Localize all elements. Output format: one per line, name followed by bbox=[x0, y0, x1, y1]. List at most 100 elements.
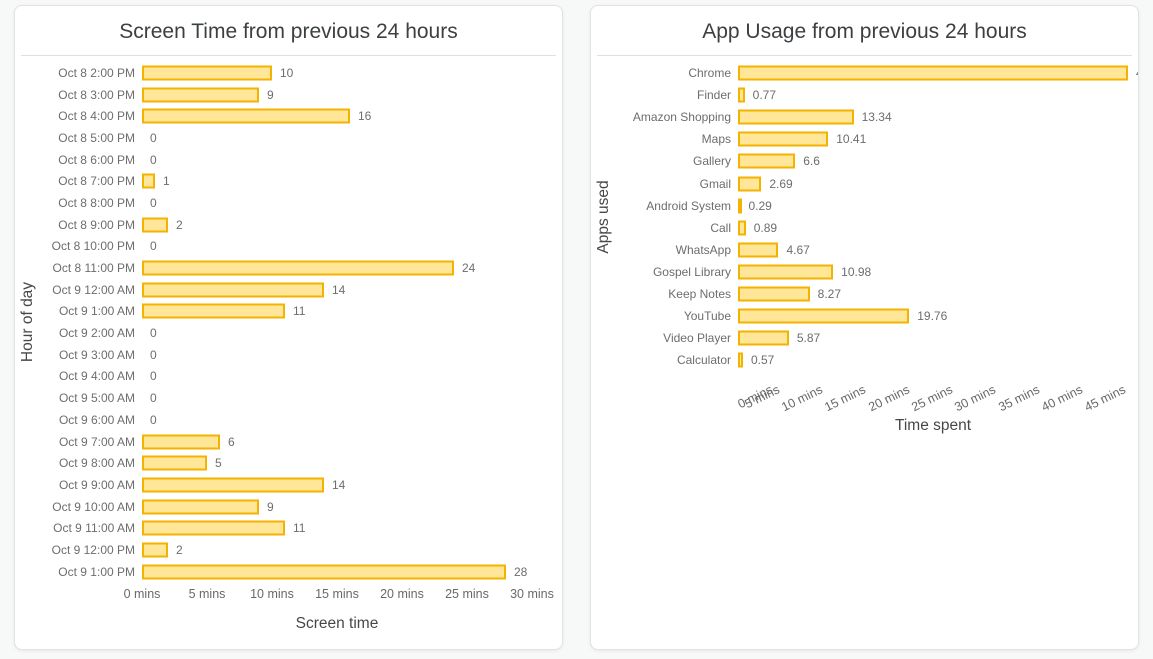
chart-row: YouTube 19.76 bbox=[619, 305, 1138, 327]
bar[interactable] bbox=[142, 282, 324, 298]
value-label: 1 bbox=[163, 174, 170, 189]
y-axis-title: Apps used bbox=[595, 180, 612, 254]
screen-time-chart: Oct 8 2:00 PM 10 Oct 8 3:00 PM 9 Oct 8 4:00 … bbox=[15, 62, 562, 633]
bar[interactable] bbox=[738, 286, 810, 302]
value-label: 5 bbox=[215, 456, 222, 471]
category-label: Amazon Shopping bbox=[632, 110, 731, 125]
bar[interactable] bbox=[738, 198, 742, 214]
x-axis-title: Screen time bbox=[295, 614, 379, 632]
chart-row: Gmail 2.69 bbox=[619, 172, 1138, 194]
bar[interactable] bbox=[142, 260, 454, 276]
value-label: 14 bbox=[332, 477, 346, 492]
x-tick-label: 20 mins bbox=[380, 586, 424, 601]
bar-track: 2.69 bbox=[738, 172, 1138, 194]
bar-track: 5 bbox=[142, 452, 562, 474]
value-label: 0.89 bbox=[753, 220, 778, 235]
bar[interactable] bbox=[738, 242, 779, 258]
category-label: Oct 8 7:00 PM bbox=[58, 174, 135, 189]
bar[interactable] bbox=[142, 173, 155, 189]
value-label: 4 bbox=[1136, 66, 1138, 80]
bar-track: 0 bbox=[142, 387, 562, 409]
value-label: 0 bbox=[150, 326, 157, 341]
plot-rows: Chrome 4 Finder 0.77 Amazon Shopping 13.34 Map… bbox=[619, 62, 1138, 371]
value-label: 11 bbox=[293, 521, 306, 536]
bar[interactable] bbox=[142, 217, 168, 233]
category-label: Oct 8 11:00 PM bbox=[52, 261, 135, 276]
bar-track: 8.27 bbox=[738, 283, 1138, 305]
chart-row: Oct 8 2:00 PM 10 bbox=[43, 62, 562, 84]
value-label: 5.87 bbox=[796, 331, 821, 346]
bar[interactable] bbox=[738, 220, 746, 236]
bar[interactable] bbox=[142, 108, 350, 124]
value-label: 14 bbox=[332, 282, 346, 297]
value-label: 19.76 bbox=[917, 309, 948, 324]
category-label: Oct 9 3:00 AM bbox=[58, 347, 135, 362]
value-label: 16 bbox=[358, 109, 372, 124]
chart-row: Oct 9 1:00 PM 28 bbox=[43, 561, 562, 583]
chart-row: Android System 0.29 bbox=[619, 195, 1138, 217]
bar-track: 0 bbox=[142, 344, 562, 366]
value-label: 10.98 bbox=[841, 264, 872, 279]
bar-track: 2 bbox=[142, 539, 562, 561]
value-label: 0 bbox=[150, 152, 157, 167]
bar[interactable] bbox=[738, 109, 854, 125]
category-label: Maps bbox=[701, 132, 731, 147]
bar[interactable] bbox=[142, 65, 272, 81]
chart-row: Oct 9 12:00 PM 2 bbox=[43, 539, 562, 561]
bar[interactable] bbox=[142, 434, 220, 450]
category-label: Android System bbox=[646, 198, 731, 213]
x-tick-label: 30 mins bbox=[510, 586, 554, 601]
value-label: 8.27 bbox=[817, 286, 842, 301]
y-axis-title: Hour of day bbox=[19, 282, 36, 363]
value-label: 0 bbox=[150, 391, 157, 406]
bar-track: 4 bbox=[738, 62, 1138, 84]
chart-row: Gospel Library 10.98 bbox=[619, 261, 1138, 283]
bar[interactable] bbox=[738, 264, 834, 280]
value-label: 0 bbox=[150, 130, 157, 145]
bar[interactable] bbox=[738, 65, 1128, 81]
bar[interactable] bbox=[738, 87, 745, 103]
chart-row: Oct 8 4:00 PM 16 bbox=[43, 105, 562, 127]
chart-row: Keep Notes 8.27 bbox=[619, 283, 1138, 305]
bar[interactable] bbox=[738, 153, 796, 169]
chart-row: Oct 8 5:00 PM 0 bbox=[43, 127, 562, 149]
category-label: Finder bbox=[696, 88, 731, 103]
chart-row: Calculator 0.57 bbox=[619, 349, 1138, 371]
bar[interactable] bbox=[738, 131, 829, 147]
category-label: Oct 9 12:00 AM bbox=[52, 282, 135, 297]
bar-track: 0 bbox=[142, 149, 562, 171]
bar-track: 0 bbox=[142, 366, 562, 388]
bar[interactable] bbox=[738, 352, 743, 368]
bar[interactable] bbox=[142, 520, 285, 536]
category-label: Gospel Library bbox=[652, 264, 731, 279]
bar-track: 24 bbox=[142, 257, 562, 279]
category-label: YouTube bbox=[683, 309, 731, 324]
bar[interactable] bbox=[142, 303, 285, 319]
bar-track: 0.57 bbox=[738, 349, 1138, 371]
bar[interactable] bbox=[142, 87, 259, 103]
chart-row: Call 0.89 bbox=[619, 217, 1138, 239]
value-label: 6.6 bbox=[803, 154, 820, 169]
chart-row: Oct 9 4:00 AM 0 bbox=[43, 366, 562, 388]
bar-track: 0.89 bbox=[738, 217, 1138, 239]
bar[interactable] bbox=[142, 455, 207, 471]
bar[interactable] bbox=[142, 564, 506, 580]
category-label: Gmail bbox=[699, 176, 731, 191]
bar[interactable] bbox=[142, 499, 259, 515]
chart-row: Finder 0.77 bbox=[619, 84, 1138, 106]
x-tick-label: 0 mins bbox=[123, 586, 161, 601]
bar[interactable] bbox=[142, 542, 168, 558]
bar[interactable] bbox=[738, 330, 789, 346]
bar-track: 9 bbox=[142, 496, 562, 518]
bar[interactable] bbox=[738, 176, 762, 192]
chart-row: Oct 9 5:00 AM 0 bbox=[43, 387, 562, 409]
bar-track: 14 bbox=[142, 279, 562, 301]
category-label: Calculator bbox=[676, 353, 731, 368]
bar-track: 10.41 bbox=[738, 128, 1138, 150]
category-label: Call bbox=[710, 220, 731, 235]
bar[interactable] bbox=[738, 308, 910, 324]
bar[interactable] bbox=[142, 477, 324, 493]
category-label: Oct 8 6:00 PM bbox=[58, 152, 135, 167]
plot-rows: Oct 8 2:00 PM 10 Oct 8 3:00 PM 9 Oct 8 4:00 … bbox=[43, 62, 562, 583]
app-usage-chart: Chrome 4 Finder 0.77 Amazon Shopping 13.34 Map… bbox=[591, 62, 1138, 435]
